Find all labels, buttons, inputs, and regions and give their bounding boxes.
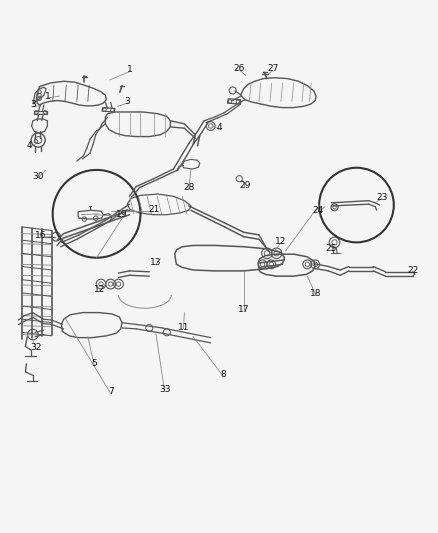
Text: 12: 12 xyxy=(275,237,286,246)
Text: 1: 1 xyxy=(126,66,132,74)
Text: 12: 12 xyxy=(94,285,106,294)
Text: 3: 3 xyxy=(30,100,36,109)
Text: 1: 1 xyxy=(44,92,50,101)
Text: 25: 25 xyxy=(325,245,336,253)
Text: 29: 29 xyxy=(239,181,250,190)
Text: 5: 5 xyxy=(91,359,97,368)
Text: 17: 17 xyxy=(237,305,249,314)
Text: 22: 22 xyxy=(406,266,417,276)
Text: 4: 4 xyxy=(216,123,222,132)
Text: 33: 33 xyxy=(159,385,170,394)
Text: 23: 23 xyxy=(375,192,387,201)
Text: 30: 30 xyxy=(32,172,44,181)
Text: 16: 16 xyxy=(35,231,46,240)
Text: 3: 3 xyxy=(124,97,130,106)
Text: 13: 13 xyxy=(150,259,161,268)
Text: 11: 11 xyxy=(177,322,189,332)
Text: 18: 18 xyxy=(310,289,321,298)
Text: 8: 8 xyxy=(219,369,226,378)
Text: 21: 21 xyxy=(148,205,160,214)
Text: 7: 7 xyxy=(107,387,113,396)
Text: 4: 4 xyxy=(27,141,32,150)
Text: 27: 27 xyxy=(267,64,278,74)
Text: 19: 19 xyxy=(116,210,127,219)
Text: 26: 26 xyxy=(233,63,244,72)
Text: 24: 24 xyxy=(312,206,323,215)
Text: 28: 28 xyxy=(183,183,194,192)
Text: 32: 32 xyxy=(30,343,42,352)
